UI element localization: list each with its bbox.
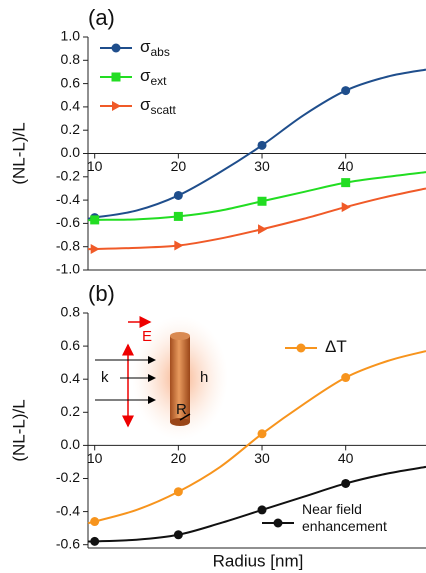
y-tick-label: 0.0 <box>61 144 81 160</box>
x-tick-label: 20 <box>171 158 187 174</box>
y-tick-label: 0.4 <box>61 370 81 386</box>
marker <box>174 530 183 539</box>
y-tick-label: -1.0 <box>56 261 80 277</box>
panel-label: (a) <box>88 5 115 30</box>
marker <box>342 202 351 212</box>
y-tick-label: -0.4 <box>56 191 80 207</box>
annotation: E <box>142 328 152 345</box>
y-tick-label: -0.6 <box>56 214 80 230</box>
x-tick-label: 10 <box>87 450 103 466</box>
y-axis-label: (NL-L)/L <box>9 399 28 461</box>
x-tick-label: 10 <box>87 158 103 174</box>
marker <box>341 373 350 382</box>
legend-subscript: ext <box>151 74 168 88</box>
marker <box>258 505 267 514</box>
y-tick-label: 0.4 <box>61 98 81 114</box>
y-tick-label: -0.8 <box>56 237 80 253</box>
legend-name: Near field <box>302 501 362 517</box>
legend-subscript: abs <box>151 45 170 59</box>
y-tick-label: 0.8 <box>61 304 81 320</box>
marker <box>341 479 350 488</box>
marker <box>341 86 350 95</box>
marker <box>258 224 267 234</box>
y-tick-label: -0.2 <box>56 469 80 485</box>
marker <box>258 141 267 150</box>
y-tick-label: -0.2 <box>56 168 80 184</box>
annotation: h <box>200 369 208 386</box>
x-tick-label: 30 <box>254 158 270 174</box>
marker <box>90 517 99 526</box>
y-tick-label: 0.2 <box>61 121 81 137</box>
marker <box>91 244 100 254</box>
y-tick-label: 1.0 <box>61 28 81 44</box>
y-tick-label: -0.4 <box>56 502 80 518</box>
y-tick-label: -0.6 <box>56 535 80 551</box>
marker <box>90 215 99 224</box>
x-tick-label: 40 <box>338 158 354 174</box>
y-tick-label: 0.6 <box>61 337 81 353</box>
marker <box>174 241 183 251</box>
marker <box>112 101 121 111</box>
series-line <box>88 70 426 219</box>
legend-name: σ <box>140 95 151 114</box>
x-axis-label: Radius [nm] <box>213 551 304 570</box>
marker <box>341 178 350 187</box>
legend-subscript: scatt <box>151 103 177 117</box>
annotation: k <box>101 369 109 386</box>
marker <box>174 212 183 221</box>
y-axis-label: (NL-L)/L <box>9 122 28 184</box>
marker <box>174 487 183 496</box>
legend-marker <box>274 519 283 528</box>
x-tick-label: 40 <box>338 450 354 466</box>
panel-label: (b) <box>88 281 115 306</box>
inset: E k h R <box>95 316 228 440</box>
marker <box>258 197 267 206</box>
y-tick-label: 0.6 <box>61 74 81 90</box>
legend-label: σext <box>140 66 167 88</box>
marker <box>112 44 121 53</box>
legend-name: σ <box>140 66 151 85</box>
legend-label: ΔT <box>325 337 347 356</box>
legend-label: σabs <box>140 37 170 59</box>
legend-marker <box>297 344 306 353</box>
series-line <box>88 172 426 220</box>
marker <box>174 191 183 200</box>
x-tick-label: 20 <box>171 450 187 466</box>
rod-top <box>170 332 190 340</box>
marker <box>258 429 267 438</box>
marker <box>90 537 99 546</box>
legend-name-line2: enhancement <box>302 518 387 534</box>
legend-name: ΔT <box>325 337 347 356</box>
y-tick-label: 0.8 <box>61 51 81 67</box>
legend-label: σscatt <box>140 95 177 117</box>
legend-name: σ <box>140 37 151 56</box>
marker <box>112 73 121 82</box>
figure: E k h R (a) (NL-L)/L -1.0 -0.8 -0.6 -0.4 -0.2 0… <box>0 0 426 573</box>
y-tick-label: 0.2 <box>61 403 81 419</box>
y-tick-label: 0.0 <box>61 436 81 452</box>
annotation: R <box>176 401 187 418</box>
x-tick-label: 30 <box>254 450 270 466</box>
